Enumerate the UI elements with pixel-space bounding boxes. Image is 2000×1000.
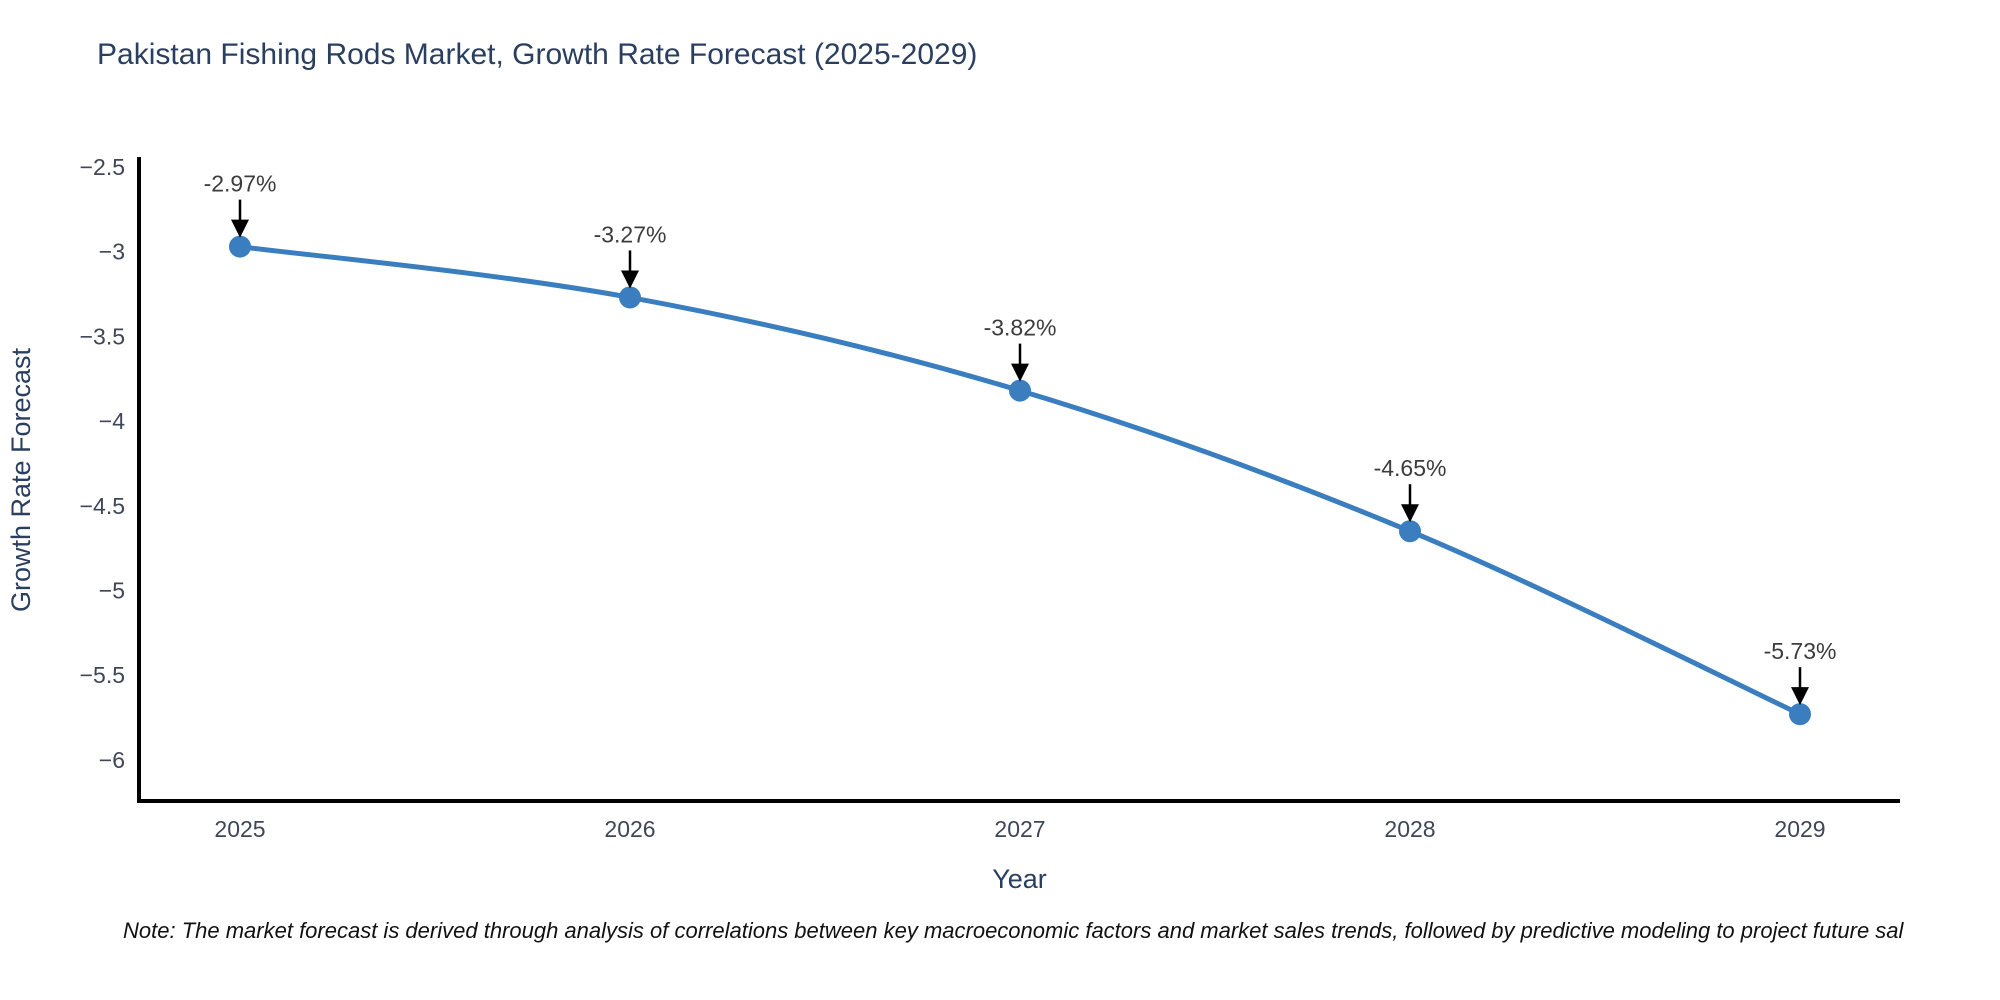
point-annotation-label: -2.97% [204, 171, 277, 197]
x-tick-label: 2029 [1774, 816, 1825, 842]
y-tick-label: −5 [99, 578, 125, 604]
data-point[interactable] [229, 235, 251, 258]
x-axis-title: Year [992, 864, 1047, 894]
x-tick-label: 2027 [994, 816, 1045, 842]
y-axis-title: Growth Rate Forecast [6, 347, 36, 612]
y-tick-label: −3.5 [80, 323, 125, 349]
data-point[interactable] [619, 286, 641, 309]
y-tick-label: −6 [99, 747, 125, 773]
y-tick-label: −4.5 [80, 493, 125, 519]
point-annotation-label: -4.65% [1374, 455, 1447, 481]
x-tick-label: 2025 [214, 816, 265, 842]
footnote: Note: The market forecast is derived thr… [123, 918, 1904, 943]
x-tick-label: 2028 [1384, 816, 1435, 842]
point-annotation-label: -3.27% [594, 221, 667, 247]
annotation-arrowhead-icon [1401, 504, 1419, 523]
data-point[interactable] [1399, 520, 1421, 543]
y-tick-label: −2.5 [80, 154, 125, 180]
annotation-arrowhead-icon [621, 270, 639, 289]
annotation-arrowhead-icon [1011, 363, 1029, 382]
y-tick-label: −5.5 [80, 662, 125, 688]
x-tick-label: 2026 [604, 816, 655, 842]
point-annotation-label: -3.82% [984, 315, 1057, 341]
y-tick-label: −4 [99, 408, 125, 434]
y-tick-label: −3 [99, 239, 125, 265]
chart-title: Pakistan Fishing Rods Market, Growth Rat… [97, 38, 978, 71]
point-annotation-label: -5.73% [1764, 638, 1837, 664]
annotation-arrowhead-icon [1791, 687, 1809, 706]
data-point[interactable] [1009, 379, 1031, 402]
data-point[interactable] [1789, 703, 1811, 726]
annotation-arrowhead-icon [231, 219, 249, 238]
